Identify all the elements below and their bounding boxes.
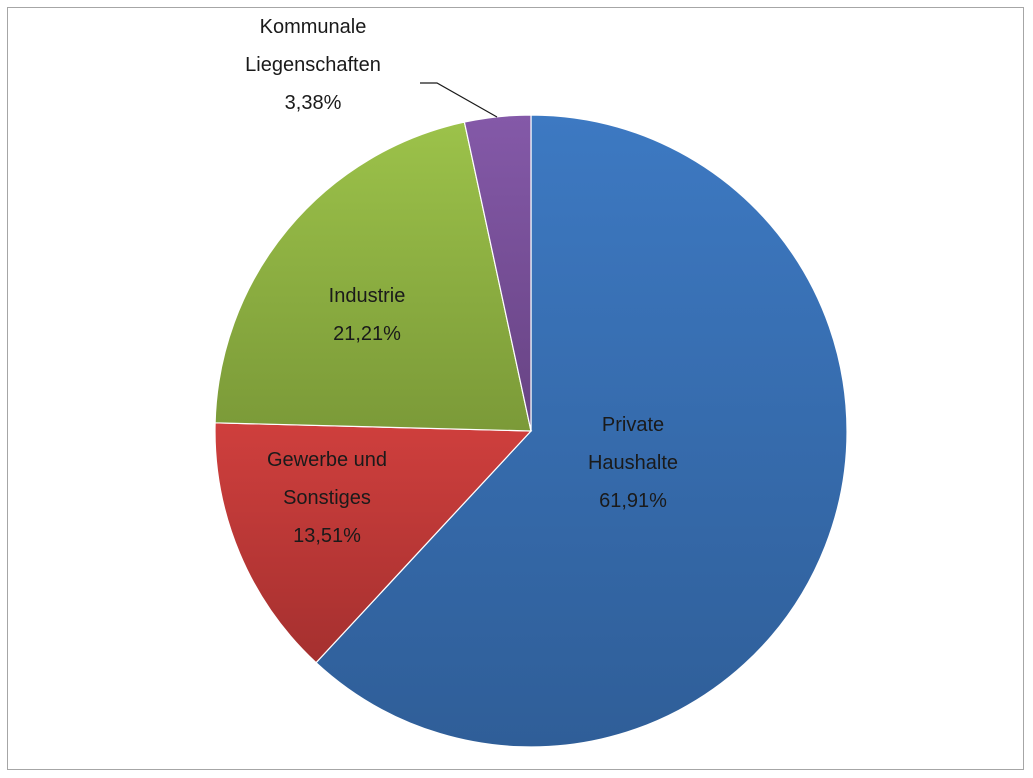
pie-slice-gewerbe-und-sonstiges <box>214 422 533 664</box>
slice-label-line: Liegenschaften <box>245 54 381 76</box>
slice-percent: 61,91% <box>599 490 667 512</box>
slice-label-line: Sonstiges <box>283 487 371 509</box>
slice-label-line: Gewerbe und <box>267 449 387 471</box>
pie-slices <box>214 114 848 748</box>
leader-lines <box>420 82 498 118</box>
slice-label-gewerbe-und-sonstiges: Gewerbe und Sonstiges 13,51% <box>267 449 387 547</box>
slice-label-line: Kommunale <box>260 16 367 38</box>
slice-label-kommunale-liegenschaften: Kommunale Liegenschaften 3,38% <box>245 16 381 114</box>
slice-label-line: Haushalte <box>588 452 678 474</box>
pie-slice-industrie <box>214 121 532 432</box>
slice-percent: 13,51% <box>293 525 361 547</box>
leader-line-kommunale-liegenschaften <box>420 82 498 118</box>
slice-label-private-haushalte: Private Haushalte 61,91% <box>588 414 678 512</box>
pie-slice-private-haushalte <box>315 114 848 748</box>
slice-percent: 3,38% <box>285 92 342 114</box>
slice-label-line: Industrie <box>329 285 406 307</box>
pie-slice-kommunale-liegenschaften <box>463 114 532 432</box>
slice-percent: 21,21% <box>333 323 401 345</box>
slice-labels: Private Haushalte 61,91% Gewerbe und Sonstig… <box>245 16 678 547</box>
slice-label-line: Private <box>602 414 664 436</box>
slice-label-industrie: Industrie 21,21% <box>329 285 406 345</box>
